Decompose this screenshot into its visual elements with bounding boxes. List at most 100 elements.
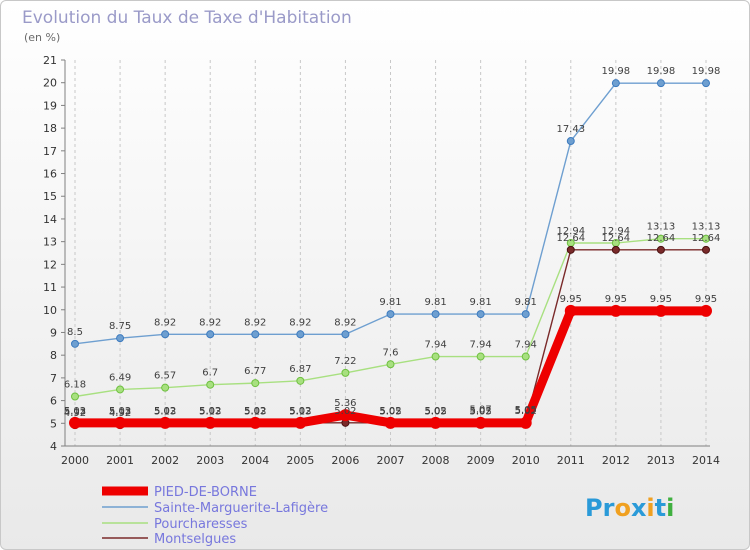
y-tick-label: 17 (43, 145, 57, 158)
data-label: 5.13 (64, 406, 86, 417)
data-label: 5.02 (154, 406, 176, 417)
y-tick-label: 15 (43, 190, 57, 203)
data-label: 12.94 (602, 226, 631, 237)
x-tick-label: 2000 (61, 454, 89, 467)
logo-letter: t (655, 494, 666, 522)
data-label: 6.77 (244, 366, 266, 377)
data-point (159, 416, 172, 429)
x-tick-label: 2006 (331, 454, 359, 467)
data-label: 6.18 (64, 380, 86, 391)
proxiti-logo: Proxiti (585, 494, 674, 522)
data-point (609, 304, 622, 317)
y-tick-label: 7 (50, 372, 57, 385)
data-label: 5.02 (64, 406, 86, 417)
data-point (564, 304, 577, 317)
data-label: 5.02 (379, 406, 401, 417)
y-tick-label: 21 (43, 54, 57, 67)
data-point (429, 416, 442, 429)
data-label: 5.36 (334, 398, 356, 409)
data-label: 9.95 (605, 294, 627, 305)
data-label: 13.13 (647, 222, 676, 233)
data-label: 8.75 (109, 321, 131, 332)
data-label: 7.94 (515, 340, 537, 351)
logo-letter: r (603, 494, 615, 522)
data-label: 8.92 (154, 317, 176, 328)
data-label: 17.43 (556, 124, 585, 135)
data-label: 6.87 (289, 364, 311, 375)
data-point (204, 416, 217, 429)
data-point (566, 137, 575, 146)
data-point (249, 416, 262, 429)
data-label: 5.13 (289, 406, 311, 417)
data-point (161, 383, 170, 392)
x-tick-label: 2011 (557, 454, 585, 467)
data-label: 5.02 (289, 406, 311, 417)
data-label: 5.13 (244, 406, 266, 417)
data-label: 9.95 (650, 294, 672, 305)
y-tick-label: 12 (43, 258, 57, 271)
axes: 4 5 6 7 8 9 10 11 12 13 14 15 16 17 18 19 20 21 2000 2001 20… (43, 54, 720, 467)
data-label: 9.95 (695, 294, 717, 305)
data-label: 8.92 (199, 317, 221, 328)
data-point (521, 352, 530, 361)
data-point (71, 339, 79, 348)
y-tick-label: 18 (43, 122, 57, 135)
y-tick-label: 10 (43, 304, 57, 317)
data-point (656, 79, 665, 88)
data-point (114, 416, 127, 429)
data-point (476, 352, 485, 361)
data-point (206, 330, 215, 339)
x-tick-label: 2008 (422, 454, 450, 467)
data-label: 9.95 (560, 294, 582, 305)
legend-label: Sainte-Marguerite-Lafigère (154, 501, 328, 516)
y-tick-label: 4 (50, 440, 57, 453)
y-tick-label: 16 (43, 168, 57, 181)
data-label: 5.02 (244, 406, 266, 417)
logo-letter: P (585, 494, 603, 522)
y-tick-label: 8 (50, 349, 57, 362)
data-point (386, 360, 395, 369)
data-point (702, 79, 710, 88)
data-point (296, 330, 305, 339)
data-label: 5.13 (109, 406, 131, 417)
data-point (566, 245, 575, 254)
data-label: 4.92 (64, 408, 86, 419)
data-point (474, 416, 487, 429)
data-label: 9.81 (515, 297, 537, 308)
x-tick-label: 2014 (692, 454, 720, 467)
data-label: 5.02 (379, 406, 401, 417)
y-tick-label: 19 (43, 99, 57, 112)
data-label: 5.05 (515, 405, 537, 416)
data-point (251, 379, 260, 388)
chart-subtitle: (en %) (24, 31, 60, 44)
data-label: 19.98 (602, 66, 631, 77)
data-point (519, 416, 532, 429)
data-point (296, 376, 305, 385)
data-label: 12.64 (647, 233, 676, 244)
data-label: 8.92 (244, 317, 266, 328)
data-label: 7.94 (470, 340, 492, 351)
data-label: 12.64 (602, 233, 631, 244)
data-label: 5.02 (424, 406, 446, 417)
logo-letter: o (614, 494, 631, 522)
data-label: 7.22 (334, 356, 356, 367)
y-tick-label: 9 (50, 326, 57, 339)
data-point (431, 352, 440, 361)
data-point (161, 330, 170, 339)
legend-label: PIED-DE-BORNE (154, 485, 257, 500)
data-label: 9.81 (424, 297, 446, 308)
data-label: 9.81 (379, 297, 401, 308)
data-point (339, 409, 352, 422)
data-label: 9.81 (470, 297, 492, 308)
data-point (341, 330, 350, 339)
data-label: 5.02 (334, 406, 356, 417)
data-point (116, 334, 125, 343)
data-point (294, 416, 307, 429)
data-label: 5.02 (199, 406, 221, 417)
data-label: 5.02 (244, 406, 266, 417)
y-tick-label: 14 (43, 213, 57, 226)
x-tick-label: 2001 (106, 454, 134, 467)
data-point (71, 392, 79, 401)
x-tick-label: 2007 (377, 454, 405, 467)
